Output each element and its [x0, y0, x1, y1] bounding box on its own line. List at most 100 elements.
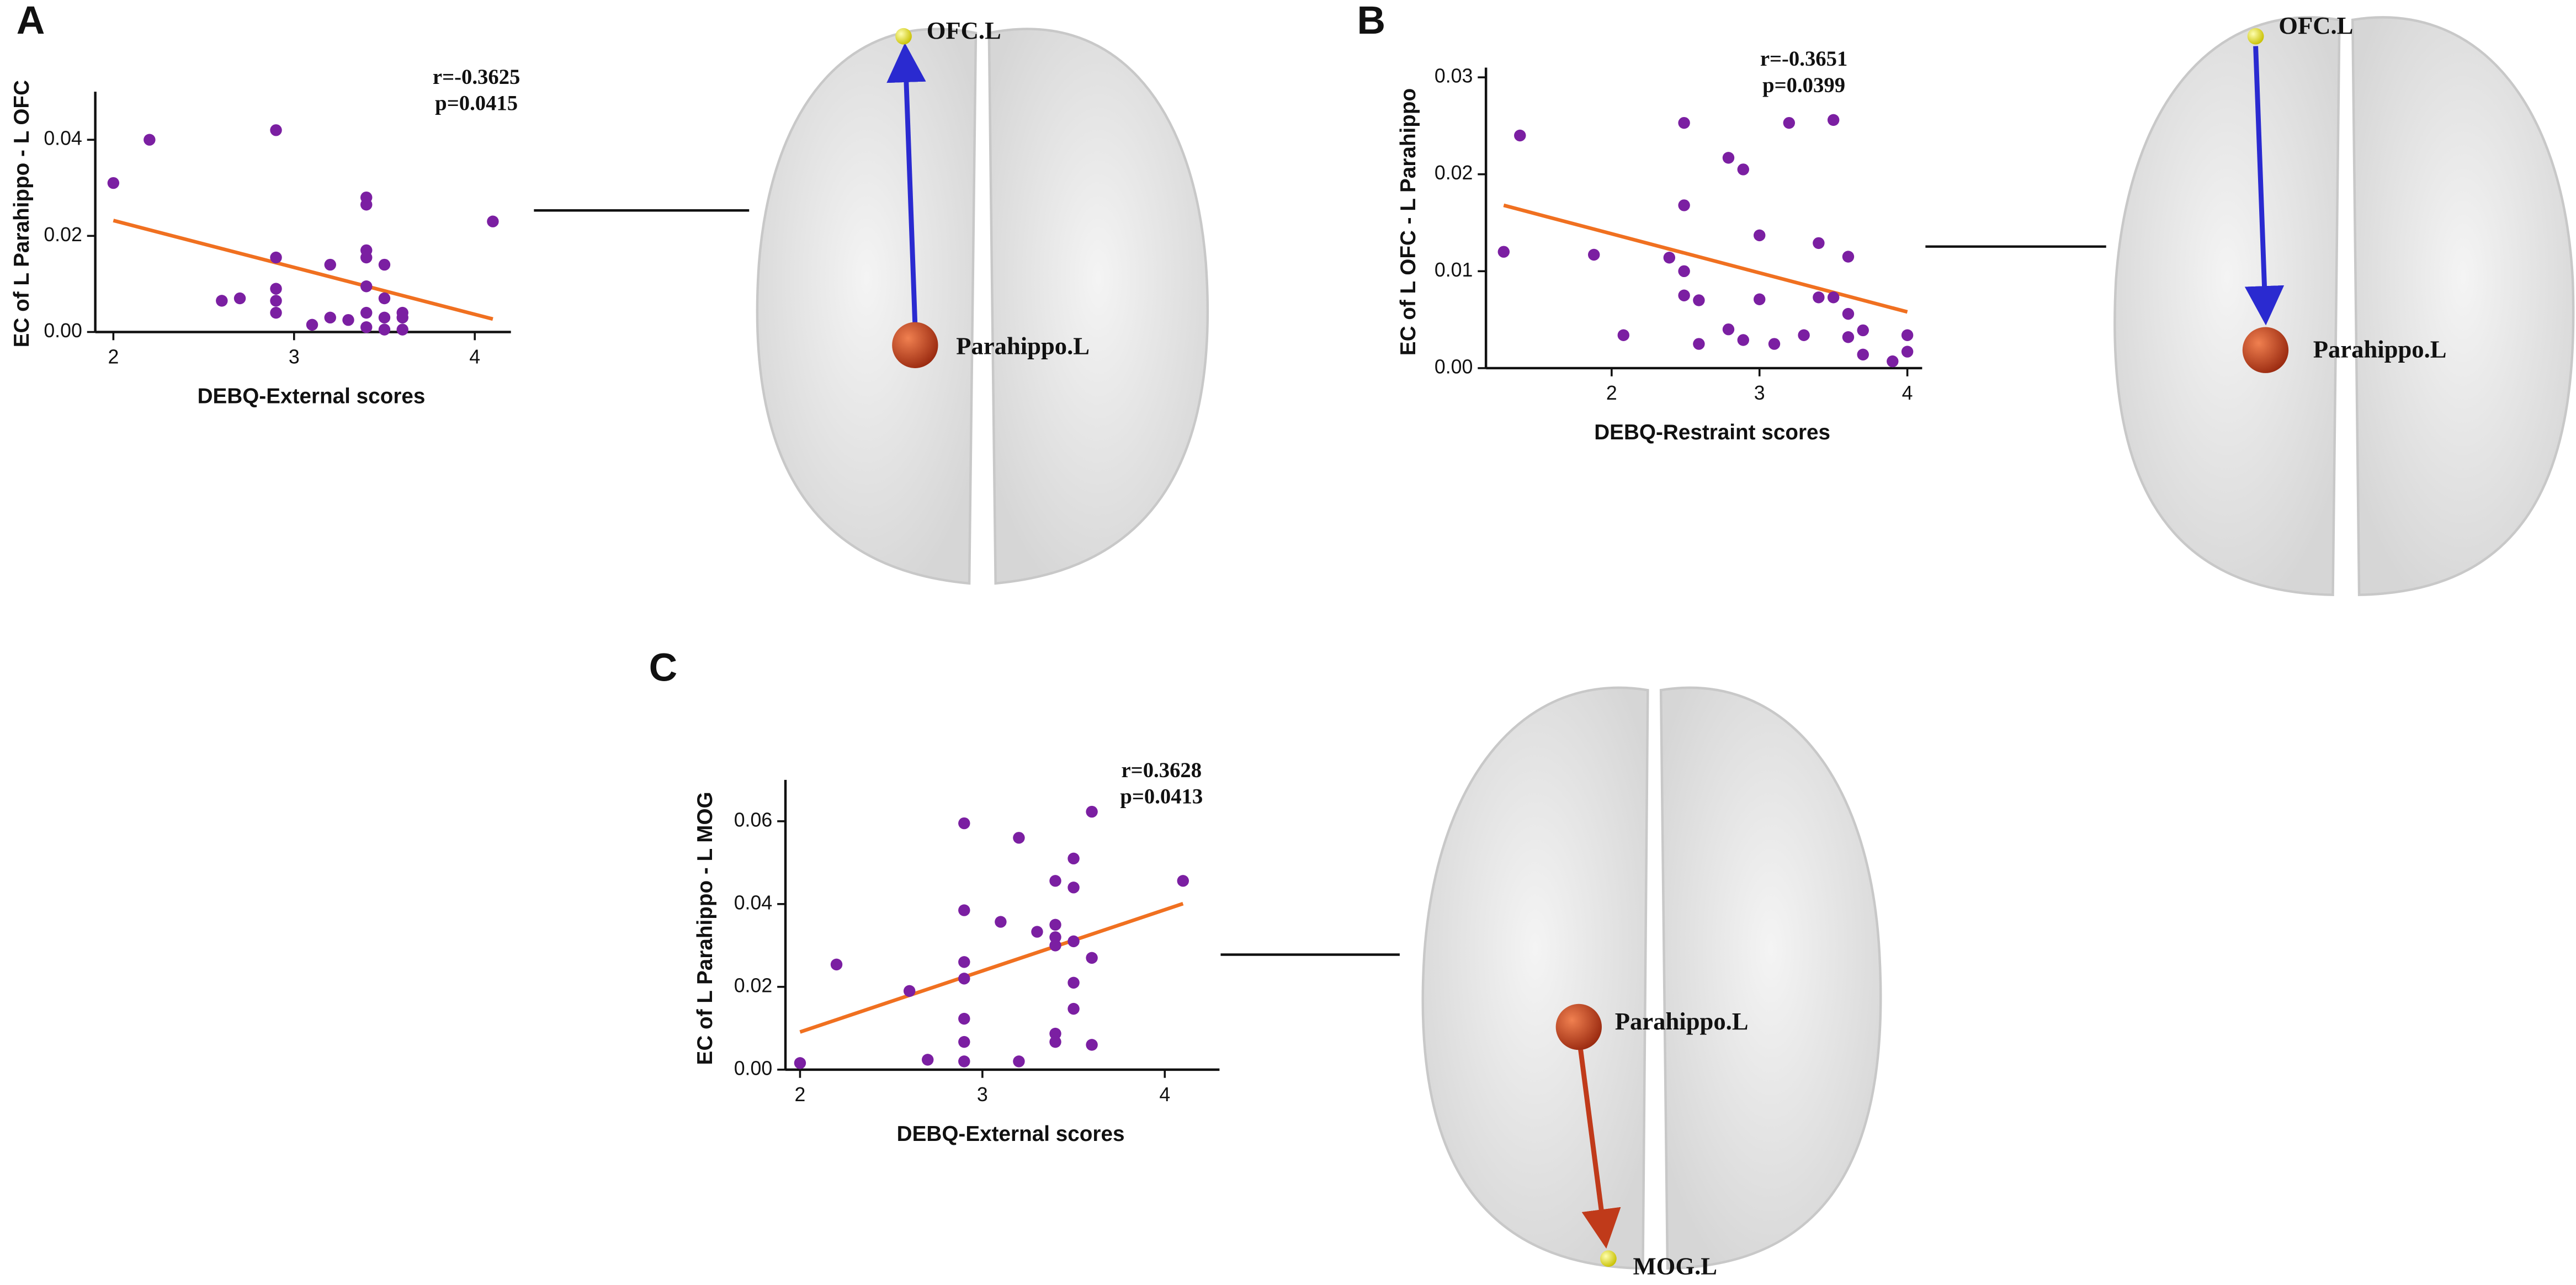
brain-node-label: OFC.L — [927, 17, 1001, 44]
node-sphere — [1555, 1003, 1602, 1050]
scatter-point — [1722, 152, 1735, 164]
y-axis-label: EC of L Parahippo - L OFC — [10, 80, 34, 347]
brain-c — [1421, 686, 1882, 1270]
scatter-point — [958, 904, 970, 916]
scatter-point — [306, 318, 318, 331]
x-axis-label: DEBQ-Restraint scores — [1594, 421, 1830, 444]
x-tick-label: 4 — [1159, 1084, 1170, 1106]
fit-line — [799, 901, 1184, 1034]
scatter-point — [1049, 1027, 1061, 1040]
x-tick-label: 3 — [977, 1084, 988, 1106]
y-axis-label: EC of L OFC - L Parahippo — [1396, 88, 1420, 355]
scatter-point — [958, 817, 970, 830]
scatter-point — [1783, 116, 1796, 129]
scatter-point — [1049, 875, 1061, 887]
scatter-point — [1067, 882, 1080, 894]
scatter-point — [1842, 307, 1855, 320]
brain-node-label: Parahippo.L — [2313, 335, 2447, 363]
scatter-point — [1693, 338, 1705, 350]
brain-node-label: OFC.L — [2278, 12, 2353, 39]
panel-label: B — [1357, 0, 1386, 43]
scatter-point — [1678, 265, 1690, 278]
brain-node-label: MOG.L — [1633, 1252, 1717, 1279]
edge-arrow — [886, 43, 926, 326]
edge-arrow — [2244, 46, 2285, 326]
scatter-point — [378, 323, 391, 336]
y-tick-label: 0.06 — [734, 809, 773, 831]
x-tick-label: 4 — [469, 346, 480, 368]
scatter-point — [1049, 931, 1061, 943]
scatter-point — [396, 311, 408, 324]
scatter-point — [1887, 355, 1899, 368]
fit-line — [1503, 203, 1908, 314]
scatter-point — [1013, 832, 1025, 844]
scatter-point — [1678, 199, 1690, 211]
scatter-point — [324, 311, 336, 324]
scatter-point — [1827, 291, 1840, 304]
scatter-point — [1031, 926, 1043, 938]
scatter-point — [360, 306, 373, 319]
node-sphere — [2247, 28, 2264, 45]
x-axis-label: DEBQ-External scores — [897, 1122, 1125, 1146]
panel-label: C — [649, 645, 678, 689]
brain-node-label: Parahippo.L — [1615, 1007, 1749, 1035]
scatter-point — [107, 177, 120, 189]
y-axis-label: EC of L Parahippo - L MOG — [693, 792, 717, 1065]
scatter-point — [1497, 246, 1510, 258]
scatter-point — [1857, 324, 1869, 337]
node-sphere — [895, 28, 912, 45]
panel-label: A — [17, 0, 45, 43]
node-sphere — [892, 322, 938, 368]
scatter-point — [1177, 875, 1189, 887]
brain-a — [756, 28, 1209, 585]
scatter-point — [144, 134, 156, 146]
y-tick-label: 0.02 — [44, 224, 82, 246]
scatter-point — [378, 311, 391, 324]
y-tick-label: 0.03 — [1435, 65, 1473, 87]
scatter-point — [1857, 348, 1869, 361]
scatter-point — [270, 283, 282, 295]
scatter-point — [342, 314, 354, 326]
y-tick-label: 0.00 — [44, 320, 82, 342]
x-axis-label: DEBQ-External scores — [198, 385, 426, 408]
scatter-point — [1901, 346, 1914, 358]
scatter-point — [324, 258, 336, 271]
scatter-point — [1013, 1055, 1025, 1068]
scatter-point — [1049, 918, 1061, 931]
scatter-point — [378, 292, 391, 305]
scatter-point — [360, 199, 373, 211]
stat-annotation: p=0.0399 — [1762, 74, 1845, 97]
scatter-point — [958, 1055, 970, 1068]
scatter-point — [830, 958, 843, 971]
edge-arrow — [1578, 1048, 1621, 1249]
stat-annotation: r=-0.3651 — [1760, 47, 1848, 71]
scatter-point — [1754, 229, 1766, 242]
scatter-point — [1813, 291, 1825, 304]
scatter-point — [270, 124, 282, 136]
scatter-point — [1737, 334, 1749, 346]
scatter-point — [1049, 939, 1061, 952]
scatter-point — [903, 985, 916, 997]
node-sphere — [2242, 327, 2289, 373]
scatter-point — [794, 1057, 806, 1069]
scatter-point — [1754, 293, 1766, 305]
scatter-point — [1086, 805, 1098, 818]
scatter-point — [1587, 248, 1600, 261]
fit-line — [113, 219, 493, 321]
y-tick-label: 0.04 — [44, 128, 82, 150]
scatter-point — [1678, 289, 1690, 301]
scatter-point — [1514, 129, 1526, 142]
x-tick-label: 2 — [1606, 382, 1617, 404]
scatter-point — [995, 916, 1007, 928]
scatter-point — [378, 258, 391, 271]
scatter-point — [1842, 331, 1855, 343]
scatter-point — [360, 321, 373, 333]
scatter-point — [270, 306, 282, 319]
y-tick-label: 0.02 — [1435, 162, 1473, 184]
y-tick-label: 0.00 — [734, 1057, 773, 1079]
scatter-point — [1842, 251, 1855, 263]
scatter-point — [233, 292, 246, 305]
scatter-point — [1067, 976, 1080, 989]
scatter-point — [1813, 237, 1825, 249]
